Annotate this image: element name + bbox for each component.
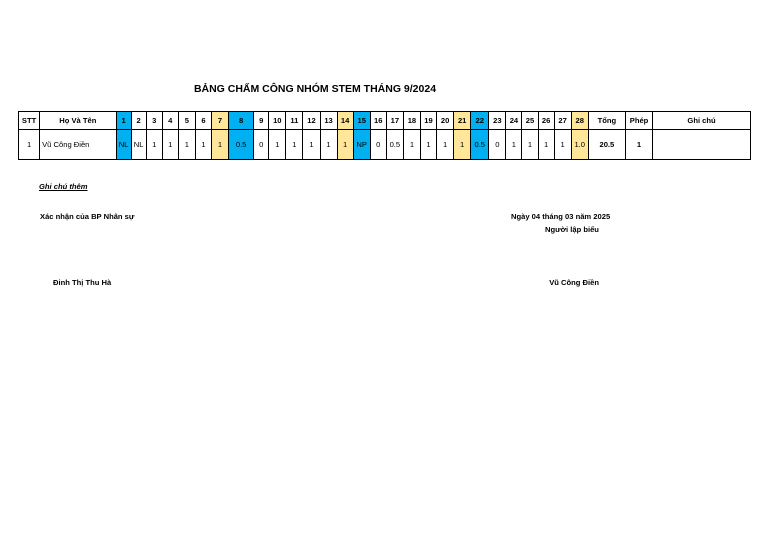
hr-signer-name: Đinh Thị Thu Hà — [53, 278, 112, 287]
report-date: Ngày 04 tháng 03 năm 2025 — [511, 212, 611, 221]
row-day-8: 0.5 — [228, 129, 255, 160]
row-day-14: 1 — [336, 129, 354, 160]
header-day-10: 10 — [268, 111, 287, 130]
header-day-9: 9 — [253, 111, 270, 130]
row-name: Vũ Công Điền — [39, 129, 117, 160]
header-day-19: 19 — [419, 111, 438, 130]
row-day-21: 1 — [453, 129, 472, 160]
header-day-7: 7 — [210, 111, 230, 130]
row-day-16: 0 — [369, 129, 387, 160]
row-day-17: 0.5 — [385, 129, 404, 160]
row-day-6: 1 — [194, 129, 212, 160]
row-day-9: 0 — [253, 129, 270, 160]
header-note: Ghi chú — [652, 111, 751, 130]
header-day-8: 8 — [228, 111, 255, 130]
row-day-27: 1 — [553, 129, 572, 160]
row-day-26: 1 — [537, 129, 555, 160]
extra-note-label: Ghi chú thêm — [39, 182, 88, 191]
row-day-20: 1 — [436, 129, 455, 160]
header-day-24: 24 — [505, 111, 523, 130]
header-day-16: 16 — [369, 111, 387, 130]
header-day-6: 6 — [194, 111, 212, 130]
header-day-28: 28 — [570, 111, 589, 130]
preparer-label: Người lập biểu — [545, 225, 599, 234]
row-day-19: 1 — [419, 129, 438, 160]
header-day-3: 3 — [145, 111, 163, 130]
header-day-23: 23 — [488, 111, 507, 130]
row-day-15: NP — [352, 129, 371, 160]
header-day-18: 18 — [402, 111, 421, 130]
row-day-1: NL — [115, 129, 132, 160]
row-stt: 1 — [17, 129, 41, 160]
header-day-1: 1 — [115, 111, 132, 130]
header-day-17: 17 — [385, 111, 404, 130]
row-note — [652, 129, 751, 160]
header-day-22: 22 — [470, 111, 490, 130]
header-day-11: 11 — [285, 111, 304, 130]
header-day-21: 21 — [453, 111, 472, 130]
row-day-11: 1 — [285, 129, 304, 160]
table-row: 1 Vũ Công Điền NL NL 1 1 1 1 1 0.5 0 1 1 1 1 1 NP 0 0.5 1 1 1… — [17, 129, 751, 160]
row-total: 20.5 — [587, 129, 626, 160]
header-leave: Phép — [624, 111, 654, 130]
row-day-7: 1 — [210, 129, 230, 160]
row-day-2: NL — [130, 129, 147, 160]
header-day-4: 4 — [161, 111, 179, 130]
header-day-15: 15 — [352, 111, 371, 130]
hr-confirmation-label: Xác nhận của BP Nhân sự — [40, 212, 135, 221]
header-day-25: 25 — [521, 111, 539, 130]
header-day-20: 20 — [436, 111, 455, 130]
row-day-28: 1.0 — [570, 129, 589, 160]
header-day-13: 13 — [319, 111, 338, 130]
header-day-5: 5 — [177, 111, 196, 130]
row-day-25: 1 — [521, 129, 539, 160]
row-day-23: 0 — [488, 129, 507, 160]
header-name: Họ Và Tên — [39, 111, 117, 130]
header-day-14: 14 — [336, 111, 354, 130]
timesheet-table: STT Họ Và Tên 1 2 3 4 5 6 7 8 9 10 11 12 13 14 15 16 17 18 1… — [17, 111, 751, 160]
header-row: STT Họ Và Tên 1 2 3 4 5 6 7 8 9 10 11 12 13 14 15 16 17 18 1… — [17, 111, 751, 130]
row-day-22: 0.5 — [470, 129, 490, 160]
preparer-signer-name: Vũ Công Điền — [549, 278, 599, 287]
row-day-24: 1 — [505, 129, 523, 160]
row-day-5: 1 — [177, 129, 196, 160]
sheet-title: BẢNG CHẤM CÔNG NHÓM STEM THÁNG 9/2024 — [193, 83, 437, 95]
row-day-13: 1 — [319, 129, 338, 160]
row-day-3: 1 — [145, 129, 163, 160]
row-leave: 1 — [624, 129, 654, 160]
row-day-12: 1 — [302, 129, 321, 160]
header-day-27: 27 — [553, 111, 572, 130]
header-day-26: 26 — [537, 111, 555, 130]
header-stt: STT — [17, 111, 41, 130]
row-day-18: 1 — [402, 129, 421, 160]
header-day-12: 12 — [302, 111, 321, 130]
header-day-2: 2 — [130, 111, 147, 130]
header-total: Tổng — [587, 111, 626, 130]
row-day-10: 1 — [268, 129, 287, 160]
row-day-4: 1 — [161, 129, 179, 160]
